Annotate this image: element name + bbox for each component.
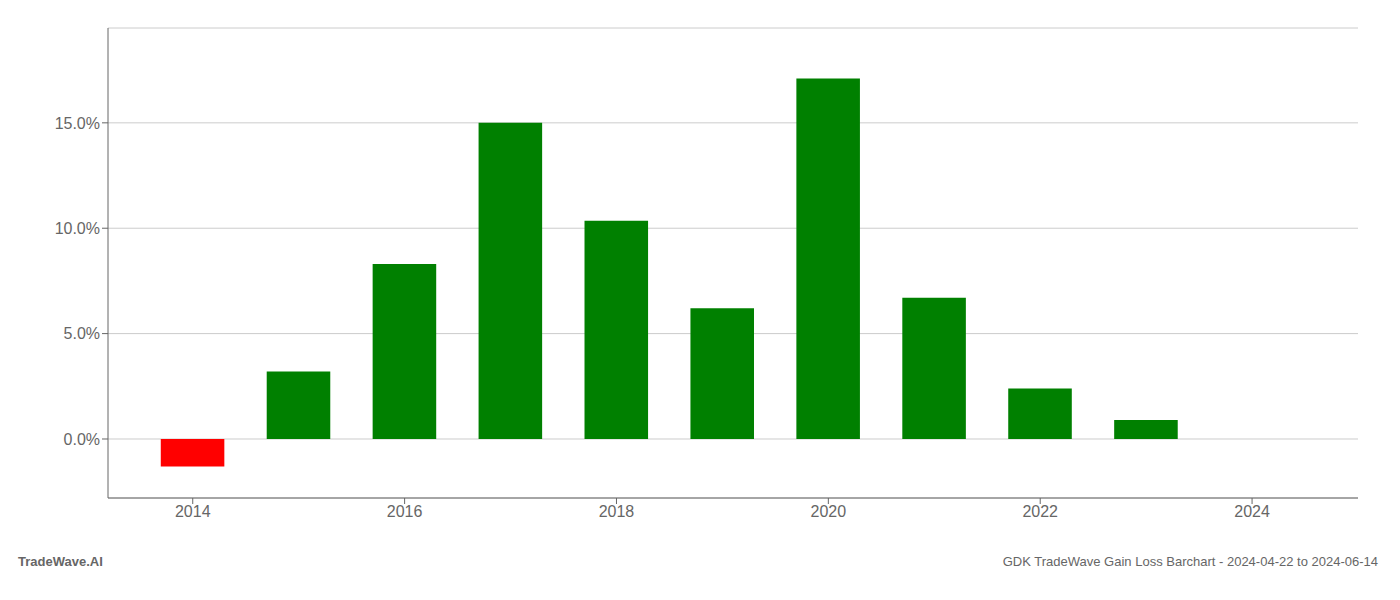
svg-text:2020: 2020	[811, 503, 847, 520]
svg-text:2016: 2016	[387, 503, 423, 520]
svg-text:10.0%: 10.0%	[55, 220, 100, 237]
svg-text:15.0%: 15.0%	[55, 115, 100, 132]
html-text:GDK TradeWave Gain Loss Barcha: GDK TradeWave Gain Loss Barchart - 2024-…	[1002, 554, 1378, 569]
svg-text:2024: 2024	[1234, 503, 1270, 520]
svg-text:2018: 2018	[599, 503, 635, 520]
svg-text:2022: 2022	[1022, 503, 1058, 520]
svg-text:5.0%: 5.0%	[64, 325, 100, 342]
svg-text:0.0%: 0.0%	[64, 431, 100, 448]
html-text:TradeWave.AI: TradeWave.AI	[18, 554, 103, 569]
svg-text:2014: 2014	[175, 503, 211, 520]
